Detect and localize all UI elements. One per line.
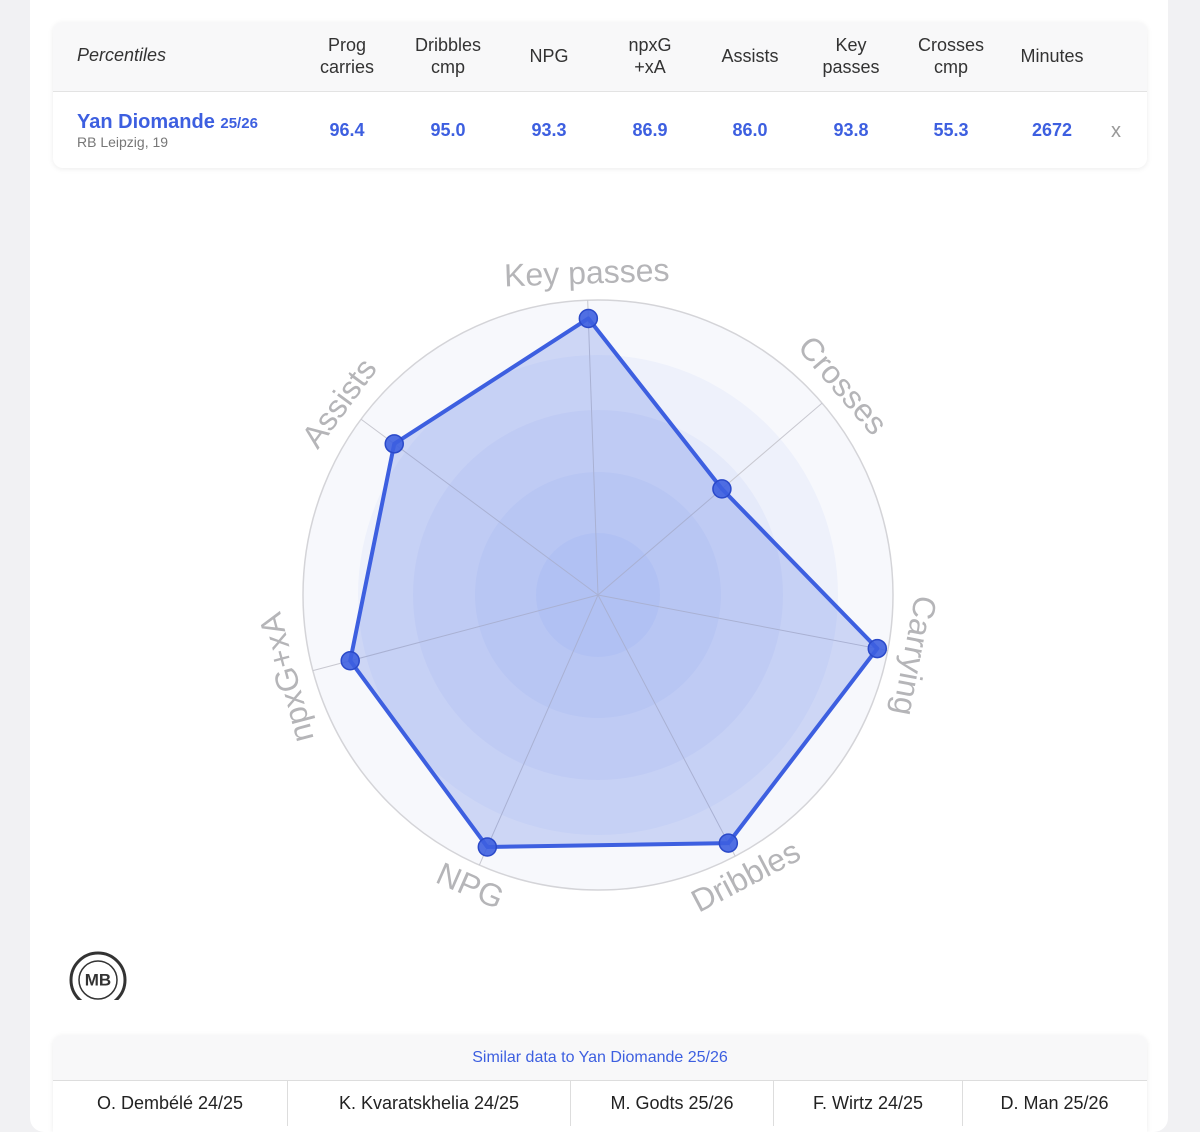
table-value: 55.3 [933, 120, 969, 140]
axis-label: Carrying [886, 593, 944, 719]
player-name-text[interactable]: Yan Diomande [77, 111, 215, 133]
logo-text: MB [85, 970, 111, 989]
radar-point [384, 434, 404, 454]
column-header: NPG [499, 45, 599, 67]
radar-point [718, 833, 739, 853]
column-header-line: NPG [529, 46, 569, 66]
column-header-line: +xA [634, 57, 666, 77]
remove-button[interactable]: x [1111, 120, 1121, 142]
player-season[interactable]: 25/26 [220, 115, 258, 132]
player-club: RB Leipzig, 19 [77, 134, 169, 150]
radar-point [340, 650, 360, 671]
similar-player[interactable]: D. Man 25/26 [1000, 1093, 1109, 1113]
column-header-line: passes [822, 57, 880, 77]
similar-panel: Similar data to Yan Diomande 25/26 O. De… [53, 1035, 1147, 1132]
spoke [597, 594, 736, 857]
column-header: Dribbles cmp [398, 34, 498, 78]
column-header-line: Key [835, 35, 867, 55]
percentile-table: Percentiles Prog carries Dribbles cmp NPG npx… [53, 22, 1147, 168]
table-value: 86.9 [632, 120, 668, 140]
logo: MB [69, 951, 127, 1000]
player-name[interactable]: Yan Diomande 25/26 [77, 111, 258, 134]
table-value: 2672 [1031, 120, 1073, 140]
column-header: Crosses cmp [901, 34, 1001, 78]
header-label: Percentiles [77, 45, 167, 65]
similar-player[interactable]: F. Wirtz 24/25 [774, 1081, 963, 1126]
column-header: Minutes [1002, 45, 1102, 67]
column-header-line: carries [319, 57, 374, 77]
radar-point [477, 837, 498, 857]
similar-title: Similar data to Yan Diomande 25/26 [53, 1035, 1147, 1081]
column-header: Assists [700, 45, 800, 67]
spoke [478, 594, 599, 866]
spoke [587, 300, 599, 596]
column-header-line: Assists [721, 46, 779, 66]
axis-label: Key passes [503, 252, 670, 294]
radar-chart: Key passesCrossesCarryingDribblesNPGnpxG… [69, 252, 944, 1000]
column-header: Key passes [801, 34, 901, 78]
table-value: 93.3 [531, 120, 567, 140]
radar-area [348, 316, 880, 849]
column-header-line: cmp [430, 57, 465, 77]
column-header-line: Dribbles [414, 35, 482, 55]
radar-point [578, 308, 599, 329]
column-header-line: cmp [933, 57, 968, 77]
table-value: 86.0 [732, 120, 768, 140]
column-header-line: Minutes [1020, 46, 1084, 66]
radar-point [712, 479, 732, 499]
table-header: Percentiles [53, 22, 1147, 92]
similar-player[interactable]: M. Godts 25/26 [571, 1081, 774, 1126]
column-header: npxG +xA [600, 34, 700, 78]
spoke [312, 594, 599, 672]
spoke [597, 594, 888, 652]
similar-player[interactable]: O. Dembélé 24/25 [53, 1081, 288, 1126]
column-header: Prog carries [297, 34, 397, 78]
table-value: 93.8 [833, 120, 869, 140]
similar-player[interactable]: K. Kvaratskhelia 24/25 [288, 1081, 571, 1126]
table-value: 95.0 [430, 120, 466, 140]
radar-point [867, 638, 888, 659]
column-header-line: Crosses [917, 35, 984, 55]
spoke [597, 402, 823, 596]
column-header-line: npxG [628, 35, 672, 55]
column-header-line: Prog [327, 35, 367, 55]
table-value: 96.4 [329, 120, 365, 140]
